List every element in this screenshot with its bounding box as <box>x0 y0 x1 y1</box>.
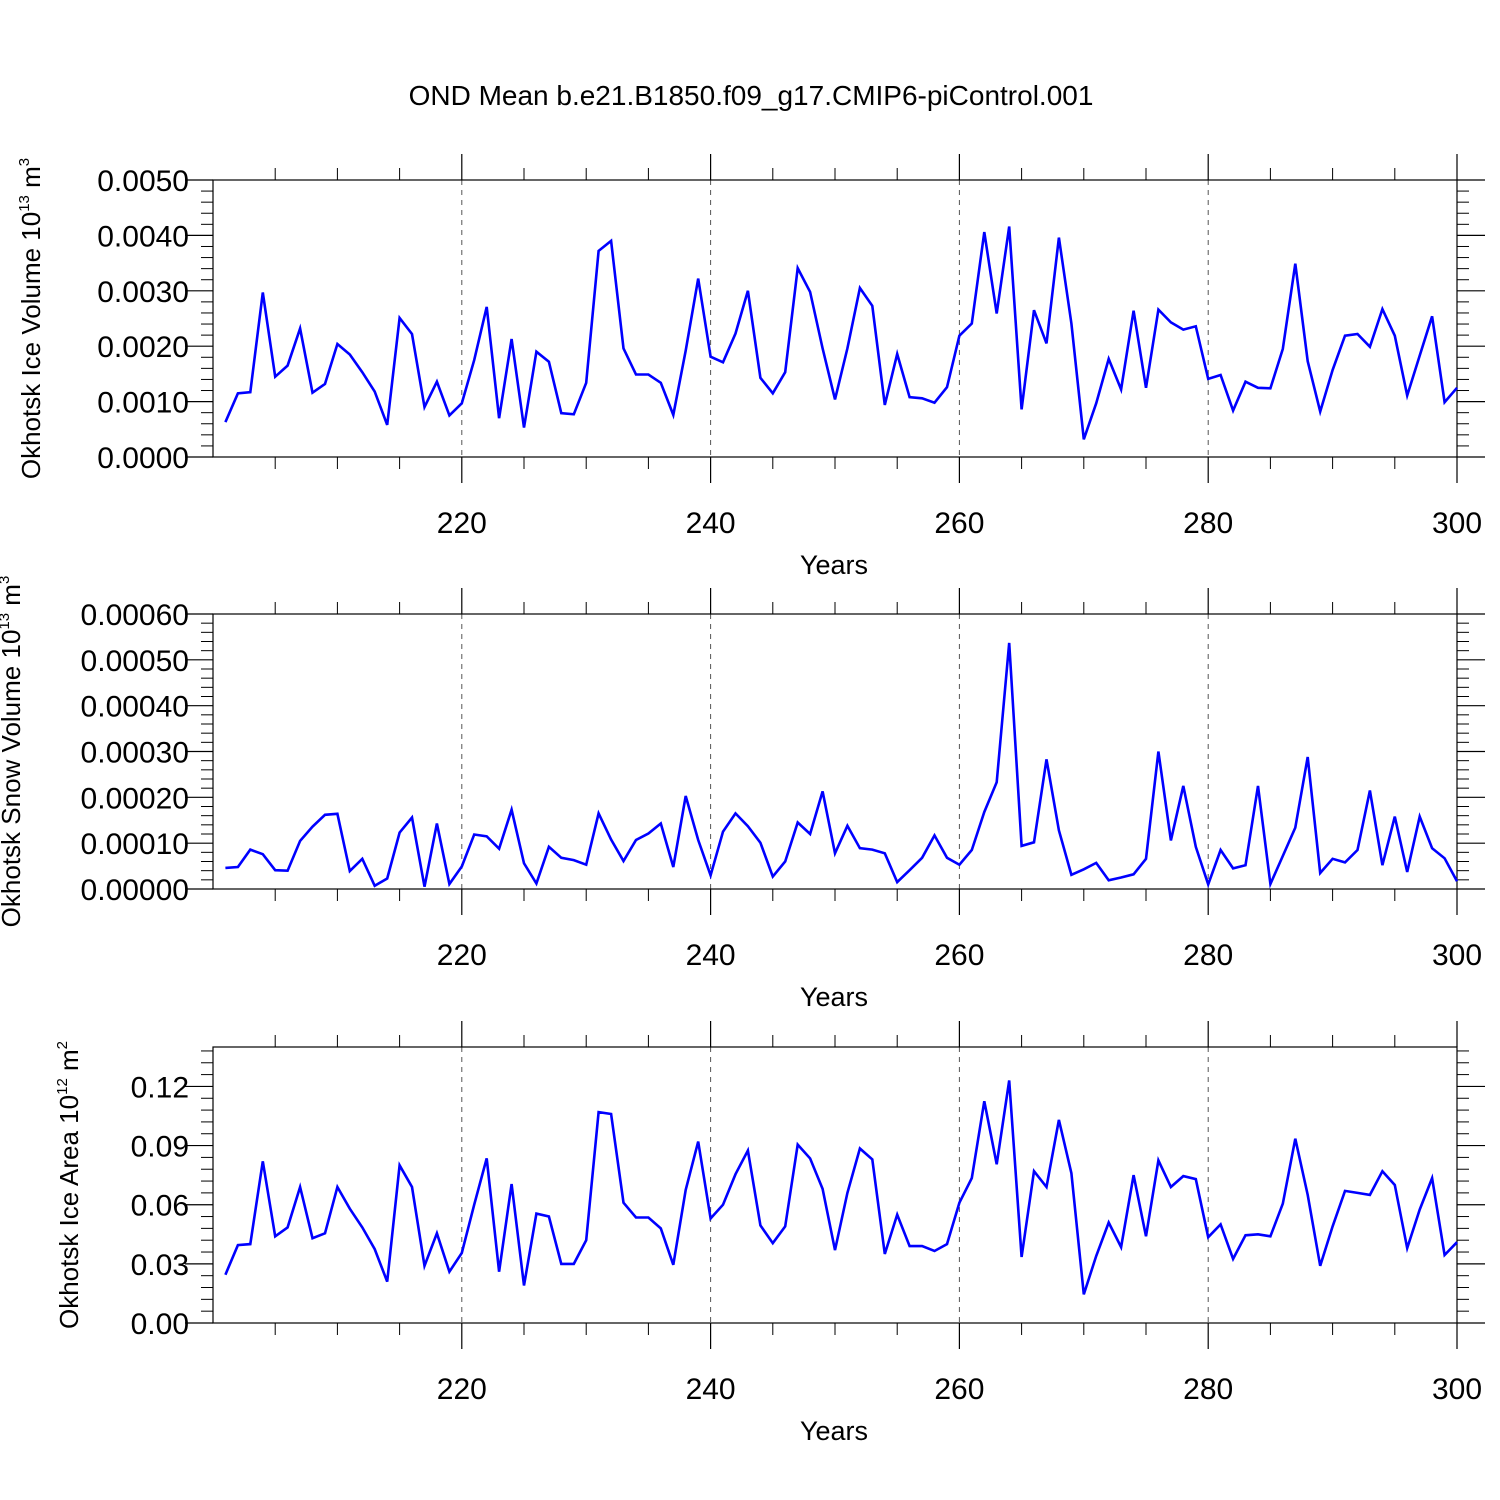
y-axis-title-text: m <box>16 166 46 195</box>
x-tick-label: 280 <box>1183 1373 1233 1406</box>
series-line <box>224 1080 1458 1295</box>
y-axis-title: Okhotsk Ice Volume 1013 m3 <box>16 158 46 479</box>
panel-ice-volume: 0.0000 0.0010 0.0020 0.0030 0.0040 0.0050 220 2… <box>16 154 1485 580</box>
y-tick-label: 0.0000 <box>97 442 189 475</box>
x-tick-label: 300 <box>1432 939 1482 972</box>
y-tick-label: 0.0010 <box>97 387 189 420</box>
x-tick-label: 220 <box>437 507 487 540</box>
y-tick-label: 0.00010 <box>81 828 189 861</box>
y-tick-label: 0.0040 <box>97 220 189 253</box>
x-tick-label: 240 <box>686 1373 736 1406</box>
y-axis-title-text: Okhotsk Snow Volume 10 <box>0 630 26 928</box>
x-tick-label: 240 <box>686 507 736 540</box>
x-tick-label: 260 <box>934 507 984 540</box>
y-tick-label: 0.09 <box>131 1131 189 1164</box>
y-tick-label: 0.00050 <box>81 645 189 678</box>
x-axis-title: Years <box>800 982 868 1012</box>
x-tick-label: 240 <box>686 939 736 972</box>
series-line <box>224 226 1458 440</box>
x-axis-title: Years <box>800 1416 868 1446</box>
x-tick-label: 220 <box>437 1373 487 1406</box>
y-axis-title: Okhotsk Ice Area 1012 m2 <box>54 1041 84 1329</box>
y-tick-label: 0.0020 <box>97 331 189 364</box>
y-axis-title-text: Okhotsk Ice Volume 10 <box>16 212 46 479</box>
panel-ice-area: 0.00 0.03 0.06 0.09 0.12 220 240 260 280 300 Years… <box>54 1021 1485 1446</box>
x-tick-label: 280 <box>1183 507 1233 540</box>
series-line <box>225 642 1459 889</box>
x-tick-label: 300 <box>1432 1373 1482 1406</box>
y-axis-title-exponent: 12 <box>54 1078 71 1095</box>
y-tick-label: 0.12 <box>131 1071 189 1104</box>
y-tick-label: 0.06 <box>131 1190 189 1223</box>
y-tick-label: 0.0050 <box>97 165 189 198</box>
figure-title: OND Mean b.e21.B1850.f09_g17.CMIP6-piCon… <box>409 80 1094 111</box>
x-tick-label: 300 <box>1432 507 1482 540</box>
plot-frame <box>212 1046 1458 1324</box>
y-tick-label: 0.00030 <box>81 737 189 770</box>
y-tick-label: 0.0030 <box>97 276 189 309</box>
y-axis-title-exponent: 13 <box>16 195 33 212</box>
y-axis-title-exponent: 3 <box>0 576 13 584</box>
y-axis-title-exponent: 3 <box>16 158 33 166</box>
y-tick-label: 0.00060 <box>81 599 189 632</box>
x-axis-title: Years <box>800 550 868 580</box>
x-tick-label: 220 <box>437 939 487 972</box>
y-axis-title-text: m <box>54 1049 84 1078</box>
y-axis-title: Okhotsk Snow Volume 1013 m3 <box>0 576 26 928</box>
x-tick-label: 260 <box>934 939 984 972</box>
y-tick-label: 0.00 <box>131 1308 189 1341</box>
plot-frame <box>212 613 1458 890</box>
y-tick-label: 0.00040 <box>81 691 189 724</box>
y-tick-label: 0.00000 <box>81 874 189 907</box>
x-tick-label: 260 <box>934 1373 984 1406</box>
panel-snow-volume: 0.00000 0.00010 0.00020 0.00030 0.00040 0.000… <box>0 576 1485 1012</box>
y-tick-label: 0.03 <box>131 1249 189 1282</box>
y-axis-title-exponent: 2 <box>54 1041 71 1049</box>
y-tick-label: 0.00020 <box>81 782 189 815</box>
y-axis-title-text: Okhotsk Ice Area 10 <box>54 1095 84 1329</box>
y-axis-title-text: m <box>0 584 26 613</box>
x-tick-label: 280 <box>1183 939 1233 972</box>
plot-frame <box>212 179 1458 458</box>
y-axis-title-exponent: 13 <box>0 613 13 630</box>
